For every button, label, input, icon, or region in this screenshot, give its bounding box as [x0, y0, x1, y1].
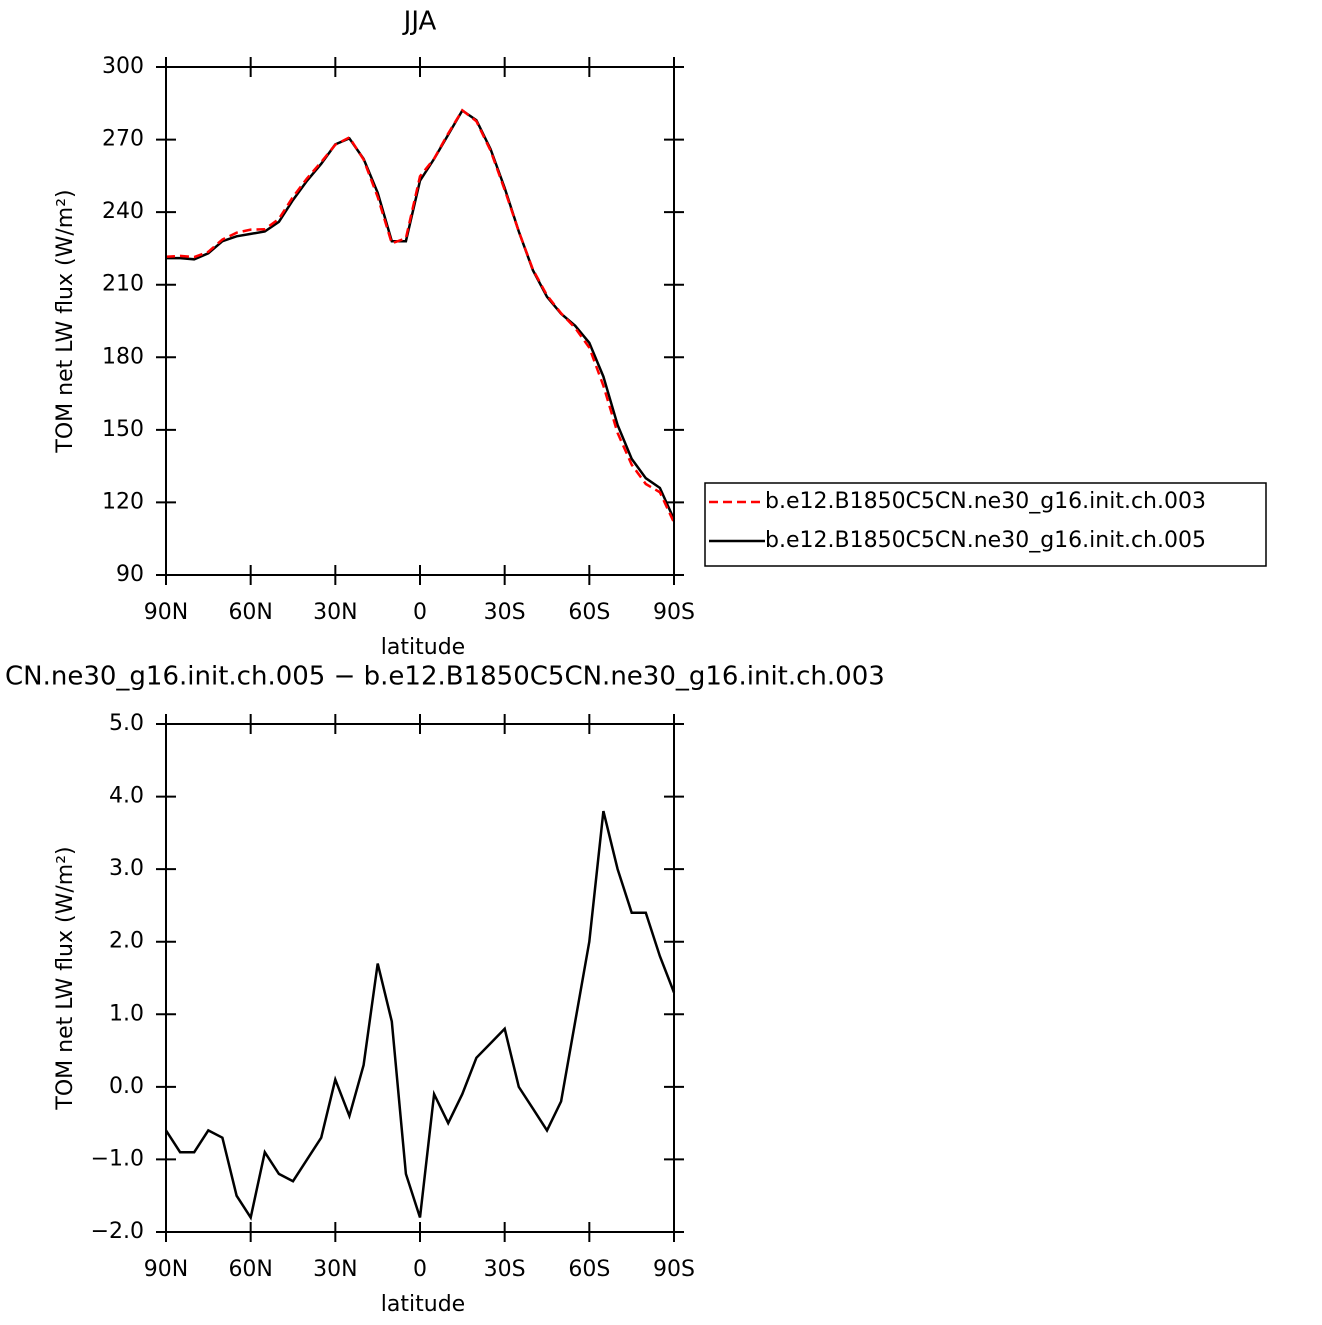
y-axis-label: TOM net LW flux (W/m²) [53, 189, 78, 453]
x-tick-label: 60S [568, 1257, 610, 1282]
x-tick-label: 90S [653, 600, 695, 625]
x-tick-label: 60N [228, 1257, 272, 1282]
x-axis-label: latitude [381, 1292, 465, 1317]
x-tick-label: 30N [313, 600, 357, 625]
plot-frame [165, 66, 675, 576]
y-tick-label: 150 [102, 417, 144, 442]
y-tick-label: 3.0 [109, 856, 144, 881]
y-tick-label: 120 [102, 489, 144, 514]
legend-label: b.e12.B1850C5CN.ne30_g16.init.ch.003 [765, 489, 1206, 514]
x-tick-label: 30S [484, 600, 526, 625]
x-tick-label: 30N [313, 1257, 357, 1282]
y-tick-label: 5.0 [109, 711, 144, 736]
y-tick-label: 210 [102, 272, 144, 297]
y-tick-label: 4.0 [109, 784, 144, 809]
x-tick-label: 30S [484, 1257, 526, 1282]
y-tick-label: 270 [102, 127, 144, 152]
legend-box [704, 482, 1267, 567]
data-line [164, 810, 676, 1221]
data-line [166, 108, 676, 520]
y-axis-label: TOM net LW flux (W/m²) [53, 846, 78, 1110]
x-axis-label: latitude [381, 635, 465, 660]
y-tick-label: 240 [102, 199, 144, 224]
y-tick-label: 300 [102, 54, 144, 79]
y-tick-label: −2.0 [91, 1219, 144, 1244]
x-tick-label: 60N [228, 600, 272, 625]
y-tick-label: 2.0 [109, 929, 144, 954]
x-tick-label: 90S [653, 1257, 695, 1282]
x-tick-label: 0 [413, 1257, 427, 1282]
x-tick-label: 60S [568, 600, 610, 625]
legend-label: b.e12.B1850C5CN.ne30_g16.init.ch.005 [765, 528, 1206, 553]
y-tick-label: 90 [116, 562, 144, 587]
data-line [165, 108, 676, 524]
chart-title: JJA [402, 7, 437, 37]
y-tick-label: −1.0 [91, 1146, 144, 1171]
plot-frame [165, 723, 675, 1233]
x-tick-label: 90N [144, 1257, 188, 1282]
x-tick-label: 0 [413, 600, 427, 625]
y-tick-label: 180 [102, 344, 144, 369]
y-tick-label: 1.0 [109, 1001, 144, 1026]
x-tick-label: 90N [144, 600, 188, 625]
chart-title: CN.ne30_g16.init.ch.005 − b.e12.B1850C5C… [5, 662, 885, 692]
y-tick-label: 0.0 [109, 1074, 144, 1099]
